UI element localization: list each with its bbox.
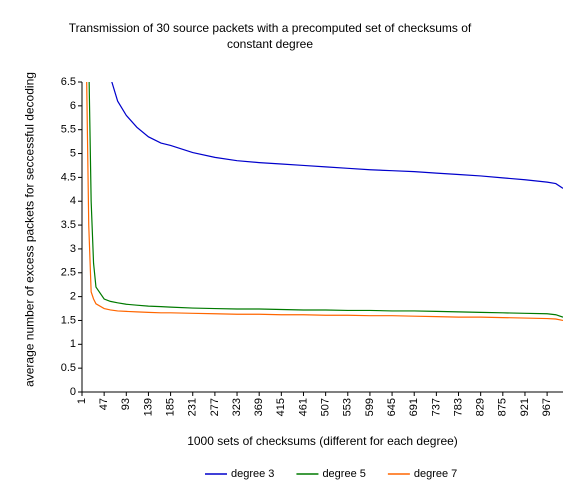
x-tick-label: 737 [430, 398, 442, 416]
x-tick-label: 829 [475, 398, 487, 416]
y-tick-label: 3 [70, 243, 76, 255]
y-tick-label: 2 [70, 291, 76, 303]
y-tick-label: 5 [70, 147, 76, 159]
y-tick-label: 1 [70, 338, 76, 350]
y-tick-label: 6.5 [61, 76, 76, 88]
x-tick-label: 185 [164, 398, 176, 416]
y-tick-label: 0.5 [61, 362, 76, 374]
chart-title: Transmission of 30 source packets with a… [68, 21, 472, 51]
x-tick-label: 323 [231, 398, 243, 416]
x-tick-label: 967 [541, 398, 553, 416]
y-tick-label: 4 [70, 195, 76, 207]
y-tick-label: 3.5 [61, 219, 76, 231]
series-line [86, 82, 563, 322]
y-tick-label: 1.5 [61, 314, 76, 326]
legend-label: degree 3 [231, 468, 274, 480]
legend-label: degree 5 [322, 468, 365, 480]
x-tick-label: 921 [519, 398, 531, 416]
x-tick-label: 277 [209, 398, 221, 416]
y-tick-label: 2.5 [61, 267, 76, 279]
x-tick-label: 47 [98, 398, 110, 410]
legend-label: degree 7 [414, 468, 457, 480]
plot-area [86, 82, 563, 322]
x-tick-label: 93 [120, 398, 132, 410]
y-tick-label: 4.5 [61, 171, 76, 183]
series-line [88, 82, 563, 318]
x-tick-label: 691 [408, 398, 420, 416]
y-tick-label: 6 [70, 100, 76, 112]
x-tick-label: 461 [297, 398, 309, 416]
x-tick-label: 415 [275, 398, 287, 416]
x-tick-label: 369 [253, 398, 265, 416]
x-tick-label: 231 [187, 398, 199, 416]
series-line [111, 82, 563, 189]
x-tick-label: 875 [497, 398, 509, 416]
x-tick-label: 645 [386, 398, 398, 416]
y-tick-label: 5.5 [61, 124, 76, 136]
x-axis-label: 1000 sets of checksums (different for ea… [187, 434, 458, 448]
y-tick-label: 0 [70, 386, 76, 398]
x-tick-label: 599 [364, 398, 376, 416]
x-tick-label: 139 [142, 398, 154, 416]
x-tick-label: 1 [76, 398, 88, 404]
x-tick-label: 553 [342, 398, 354, 416]
x-tick-label: 783 [452, 398, 464, 416]
x-tick-label: 507 [320, 398, 332, 416]
